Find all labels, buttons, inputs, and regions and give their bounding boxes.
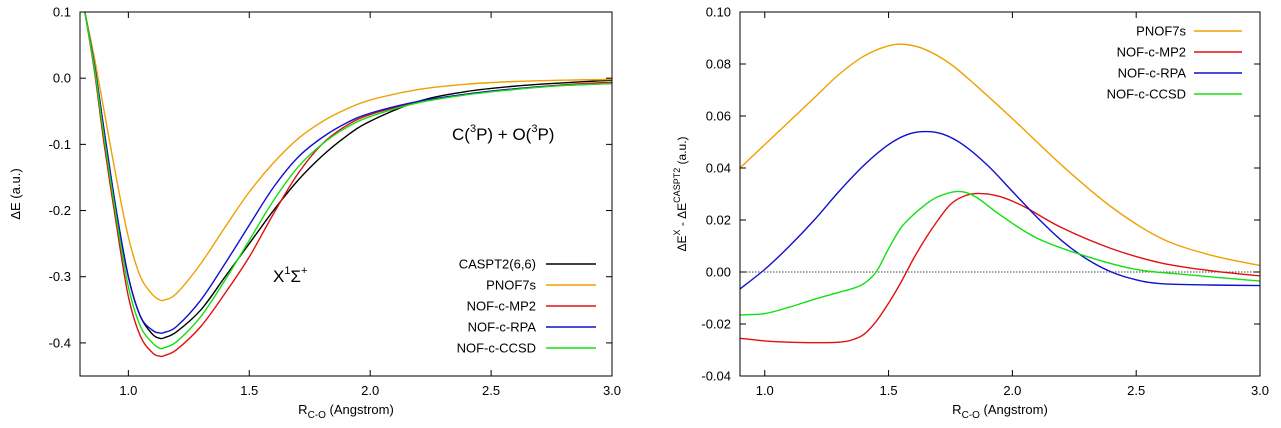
left-y-tick-label: -0.3 [49,269,71,284]
right-x-tick-label: 1.0 [756,383,774,398]
right-x-tick-label: 2.5 [1127,383,1145,398]
left-axes: 1.0 1.5 2.0 2.5 3.0 0.1 0.0 -0.1 -0.2 -0.3 -0.4 [49,5,621,399]
left-legend-label: PNOF7s [486,278,536,293]
left-x-tick-label: 1.0 [119,383,137,398]
left-x-axis-label: RC-O (Angstrom) [298,402,394,421]
right-legend-label: NOF-c-MP2 [1117,45,1186,60]
left-y-axis-label: ΔE (a.u.) [8,168,23,219]
left-plot-frame [79,11,613,377]
right-y-tick-label: 0.00 [706,265,731,280]
left-legend-label: CASPT2(6,6) [459,257,536,272]
right-legend-label: NOF-c-CCSD [1107,87,1186,102]
ground-state-annotation: X1Σ+ [273,265,307,286]
right-curves [740,43,1260,344]
right-legend-label: NOF-c-RPA [1118,66,1187,81]
right-axes: 1.0 1.5 2.0 2.5 3.0 0.10 0.08 0.06 0.04 0.02 0.00 -… [701,5,1269,399]
left-x-tick-label: 1.5 [240,383,258,398]
left-legend-label: NOF-c-RPA [468,320,537,335]
right-x-tick-label: 3.0 [1251,383,1269,398]
left-y-tick-label: 0.0 [53,71,71,86]
left-x-tick-label: 2.5 [482,383,500,398]
right-series-line-nof-c-rpa [740,130,1260,290]
left-chart-panel: 1.0 1.5 2.0 2.5 3.0 0.1 0.0 -0.1 -0.2 -0.3 -0.4 ΔE… [8,5,621,422]
left-series-line-nof-c-ccsd [84,12,612,350]
right-series-line-nof-c-ccsd [740,190,1260,316]
right-y-tick-label: 0.10 [706,5,731,20]
right-y-tick-label: 0.08 [706,57,731,72]
left-curves [84,12,612,358]
left-y-tick-label: -0.4 [49,335,71,350]
left-y-tick-label: 0.1 [53,5,71,20]
left-legend-label: NOF-c-MP2 [467,299,536,314]
right-y-tick-label: -0.02 [701,317,731,332]
right-x-tick-label: 2.0 [1003,383,1021,398]
left-y-tick-label: -0.1 [49,137,71,152]
left-legend-label: NOF-c-CCSD [457,341,536,356]
right-series-line-nof-c-mp2 [740,192,1260,344]
right-legend: PNOF7s NOF-c-MP2 NOF-c-RPA NOF-c-CCSD [1107,24,1242,102]
right-plot-frame [739,11,1261,377]
left-y-tick-label: -0.2 [49,203,71,218]
right-series-line-pnof7s [740,43,1260,267]
left-series-line-pnof7s [84,12,612,302]
dissociation-limit-annotation: C(3P) + O(3P) [452,123,554,144]
right-chart-panel: 1.0 1.5 2.0 2.5 3.0 0.10 0.08 0.06 0.04 0.02 0.00 -… [672,5,1269,422]
left-x-tick-label: 2.0 [361,383,379,398]
left-x-tick-label: 3.0 [603,383,621,398]
left-series-line-nof-c-rpa [84,12,612,334]
right-y-axis-label: ΔEX - ΔECASPT2 (a.u.) [672,136,689,251]
right-y-tick-label: 0.02 [706,213,731,228]
right-legend-label: PNOF7s [1136,24,1186,39]
right-y-tick-label: -0.04 [701,369,731,384]
right-y-tick-label: 0.04 [706,161,731,176]
left-legend: CASPT2(6,6) PNOF7s NOF-c-MP2 NOF-c-RPA NOF-c… [457,257,596,356]
right-x-axis-label: RC-O (Angstrom) [952,402,1048,421]
right-y-tick-label: 0.06 [706,109,731,124]
right-x-tick-label: 1.5 [880,383,898,398]
